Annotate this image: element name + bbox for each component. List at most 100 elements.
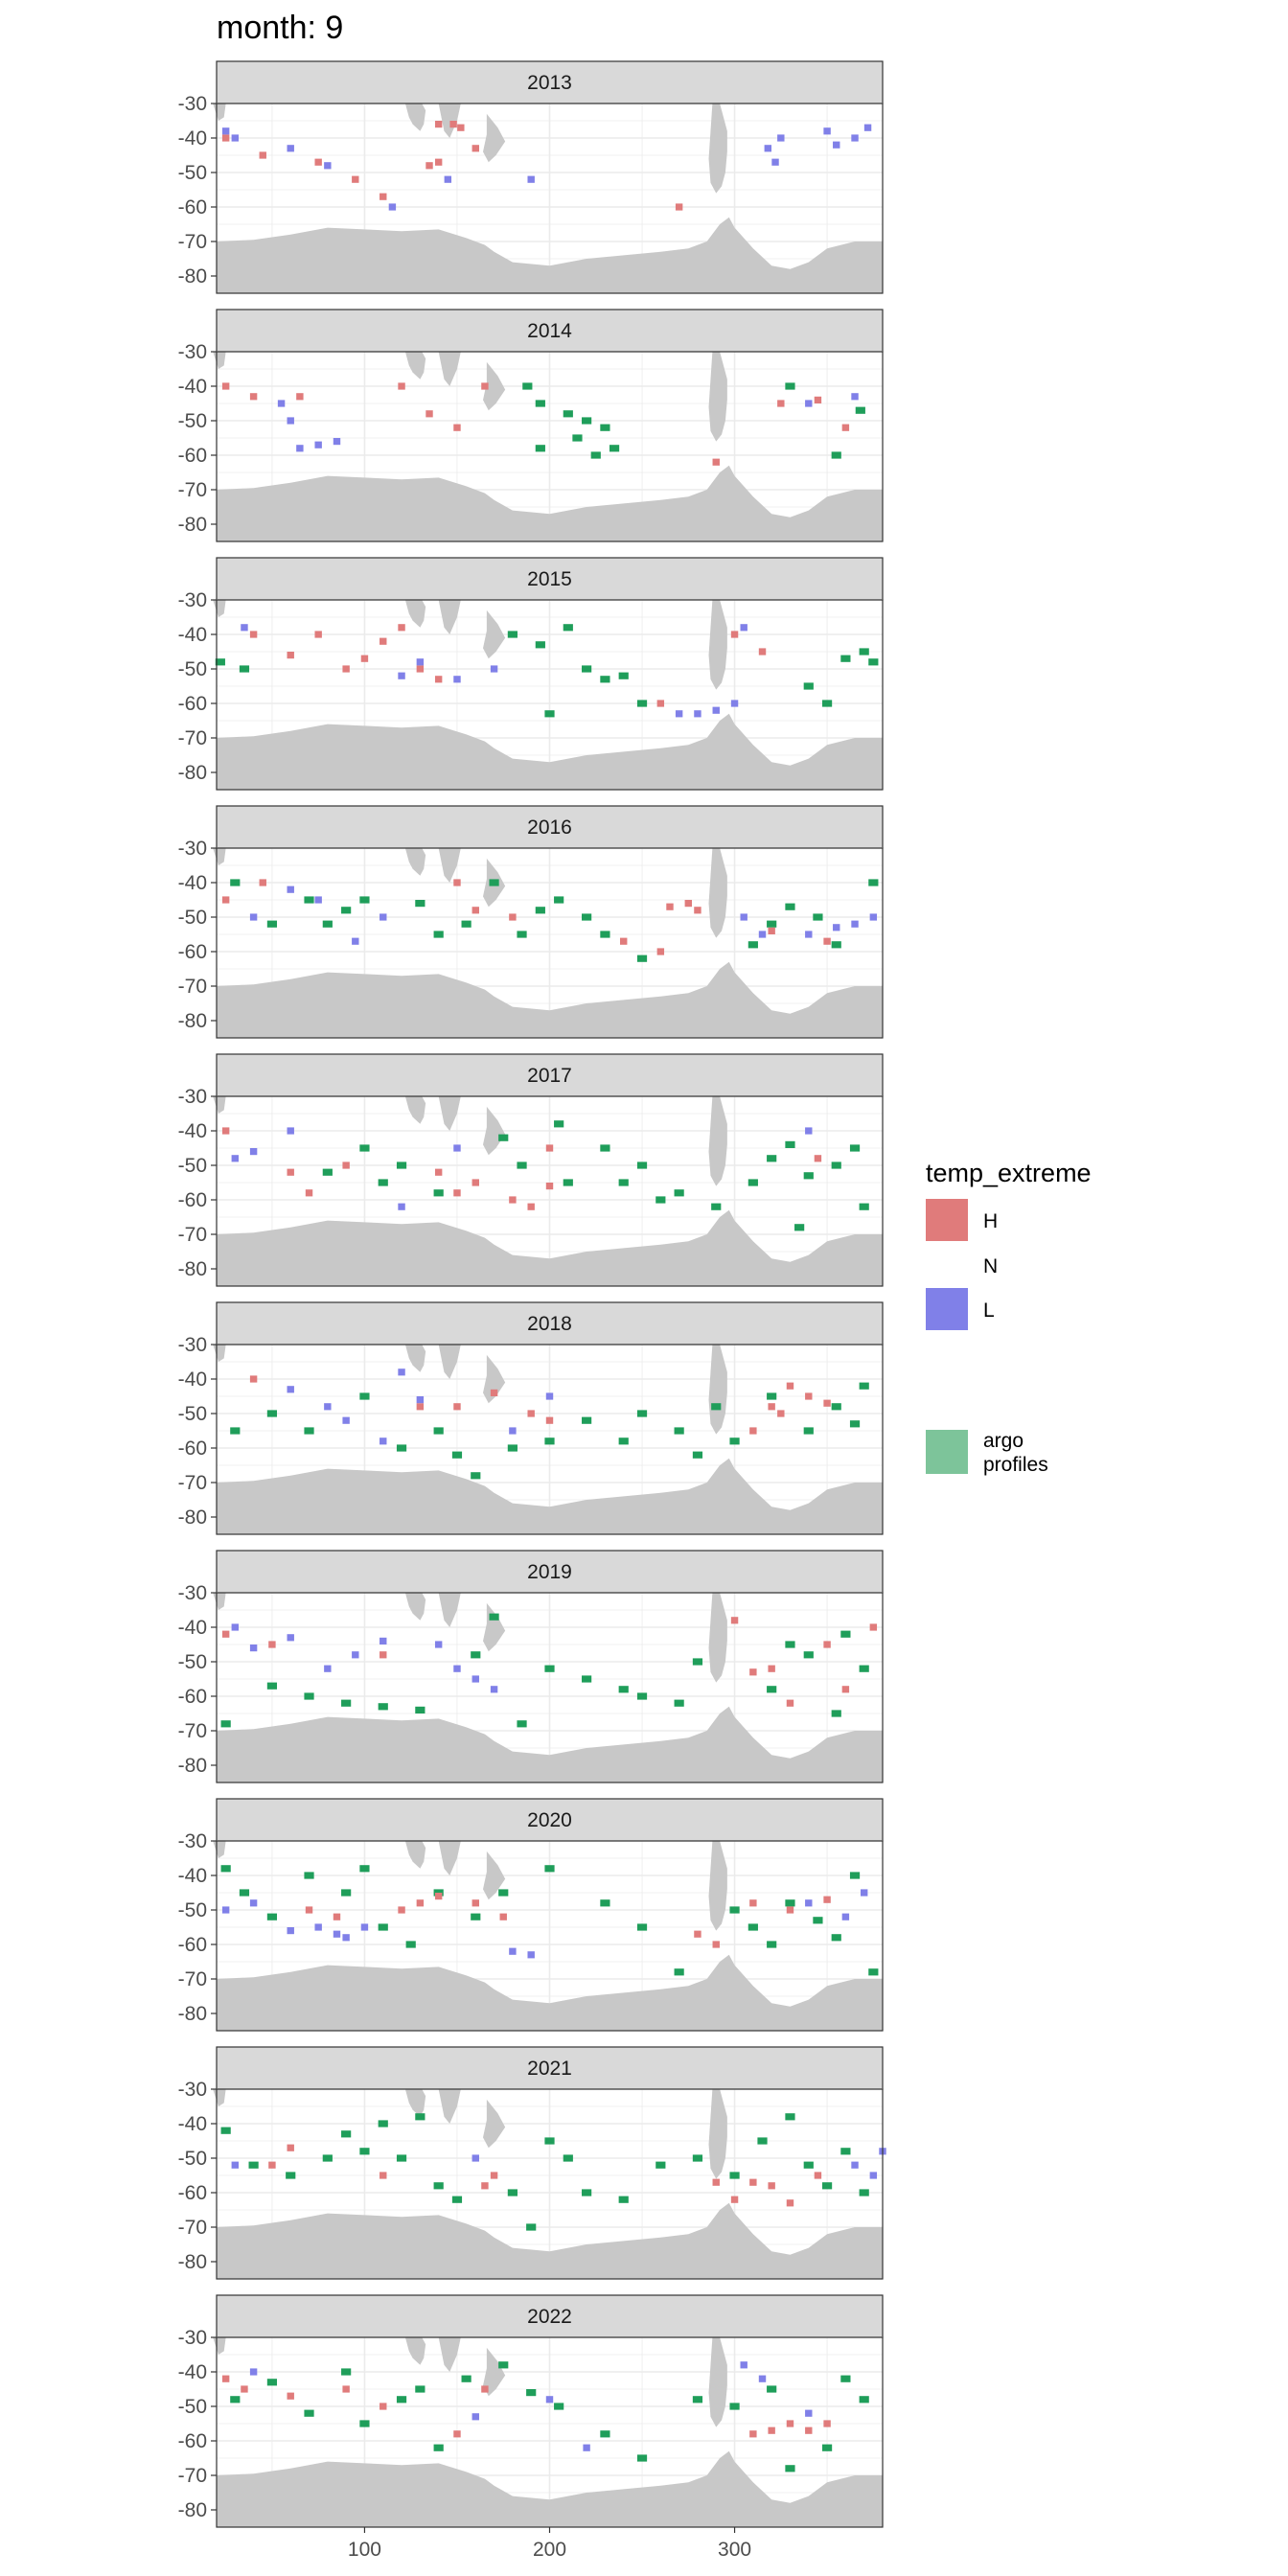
facet-label: 2022 — [527, 2306, 572, 2328]
argo-cell — [220, 2127, 231, 2134]
high-extreme-cell — [333, 1913, 341, 1920]
low-extreme-cell — [287, 886, 294, 893]
high-extreme-cell — [249, 393, 258, 401]
argo-cell — [230, 1427, 241, 1435]
argo-cell — [535, 400, 545, 407]
argo-cell — [378, 1923, 388, 1931]
land-mass — [404, 104, 426, 131]
argo-cell — [767, 1941, 777, 1948]
argo-cell — [563, 624, 573, 632]
argo-cell — [785, 903, 795, 910]
high-extreme-cell — [786, 1699, 794, 1707]
high-extreme-cell — [786, 1382, 794, 1390]
low-extreme-cell — [287, 145, 294, 152]
argo-cell — [489, 1613, 499, 1621]
high-extreme-cell — [768, 1403, 775, 1411]
argo-cell — [415, 1706, 426, 1714]
land-mass — [483, 113, 506, 163]
argo-cell — [859, 648, 869, 656]
low-extreme-cell — [333, 438, 341, 446]
argo-cell — [748, 1179, 758, 1186]
low-extreme-cell — [249, 1644, 258, 1652]
argo-cell — [498, 1889, 509, 1897]
argo-cell — [692, 2396, 703, 2404]
argo-cell — [674, 1189, 684, 1197]
y-tick-label: -60 — [178, 1686, 207, 1708]
panel-border — [216, 1592, 884, 1783]
y-tick-label: -50 — [178, 907, 207, 929]
argo-cell — [554, 2403, 564, 2410]
low-extreme-cell — [851, 2161, 859, 2169]
y-tick-label: -80 — [178, 514, 207, 536]
argo-cell — [849, 1420, 861, 1428]
high-extreme-cell — [287, 652, 294, 659]
argo-cell — [767, 1155, 777, 1162]
y-tick-label: -50 — [178, 1403, 207, 1425]
argo-cell — [498, 2361, 509, 2369]
argo-cell — [636, 2454, 648, 2462]
y-tick-label: -70 — [178, 2465, 207, 2487]
argo-cell — [341, 907, 352, 914]
x-tick-label: 300 — [718, 2539, 751, 2561]
high-extreme-cell — [749, 1899, 757, 1907]
high-extreme-cell — [287, 1168, 294, 1176]
high-extreme-cell — [434, 1168, 443, 1176]
argo-cell — [600, 424, 610, 431]
argo-cell — [821, 2182, 833, 2190]
argo-cell — [554, 896, 564, 904]
low-extreme-cell — [740, 624, 748, 632]
argo-cell — [618, 2196, 629, 2203]
low-extreme-cell — [860, 1889, 868, 1897]
argo-cell — [582, 1675, 592, 1683]
low-extreme-cell — [851, 393, 859, 401]
facet-label: 2020 — [527, 1809, 572, 1831]
argo-cell — [544, 2137, 555, 2145]
low-extreme-cell — [453, 676, 461, 683]
land-mass — [404, 2089, 426, 2117]
low-extreme-cell — [527, 1951, 535, 1959]
argo-cell — [405, 1941, 416, 1948]
low-extreme-cell — [758, 931, 767, 938]
high-extreme-cell — [805, 1392, 813, 1400]
high-extreme-cell — [730, 2196, 739, 2203]
high-extreme-cell — [434, 158, 443, 166]
argo-cell — [230, 2396, 241, 2404]
high-extreme-cell — [472, 907, 479, 914]
chart-title: month: 9 — [217, 10, 343, 46]
low-extreme-cell — [287, 1634, 294, 1642]
high-extreme-cell — [490, 2172, 498, 2179]
land-mass — [483, 1602, 506, 1652]
low-extreme-cell — [453, 1665, 461, 1672]
high-extreme-cell — [509, 913, 517, 921]
argo-cell — [868, 879, 879, 886]
high-extreme-cell — [221, 382, 230, 390]
high-extreme-cell — [221, 134, 230, 142]
low-extreme-cell — [249, 1148, 258, 1156]
land-mass — [483, 361, 506, 411]
argo-cell — [849, 1872, 861, 1879]
high-extreme-cell — [823, 937, 831, 945]
high-extreme-cell — [453, 2430, 461, 2438]
land-mass — [438, 104, 461, 138]
low-extreme-cell — [805, 931, 813, 938]
low-extreme-cell — [324, 162, 332, 170]
argo-cell — [748, 941, 758, 949]
argo-cell — [544, 1438, 555, 1445]
high-extreme-cell — [694, 1930, 702, 1938]
high-extreme-cell — [360, 655, 369, 662]
high-extreme-cell — [434, 676, 443, 683]
low-extreme-cell — [277, 400, 286, 407]
low-extreme-cell — [342, 1416, 350, 1424]
argo-cell — [433, 2182, 444, 2190]
argo-cell — [767, 1392, 777, 1400]
high-extreme-cell — [380, 193, 387, 200]
argo-cell — [785, 1899, 795, 1907]
argo-cell — [286, 2172, 296, 2179]
y-tick-label: -30 — [178, 1582, 207, 1604]
argo-cell — [674, 1699, 684, 1707]
high-extreme-cell — [380, 2172, 387, 2179]
high-extreme-cell — [453, 879, 461, 886]
facet-label: 2014 — [527, 320, 572, 342]
high-extreme-cell — [768, 2182, 775, 2190]
